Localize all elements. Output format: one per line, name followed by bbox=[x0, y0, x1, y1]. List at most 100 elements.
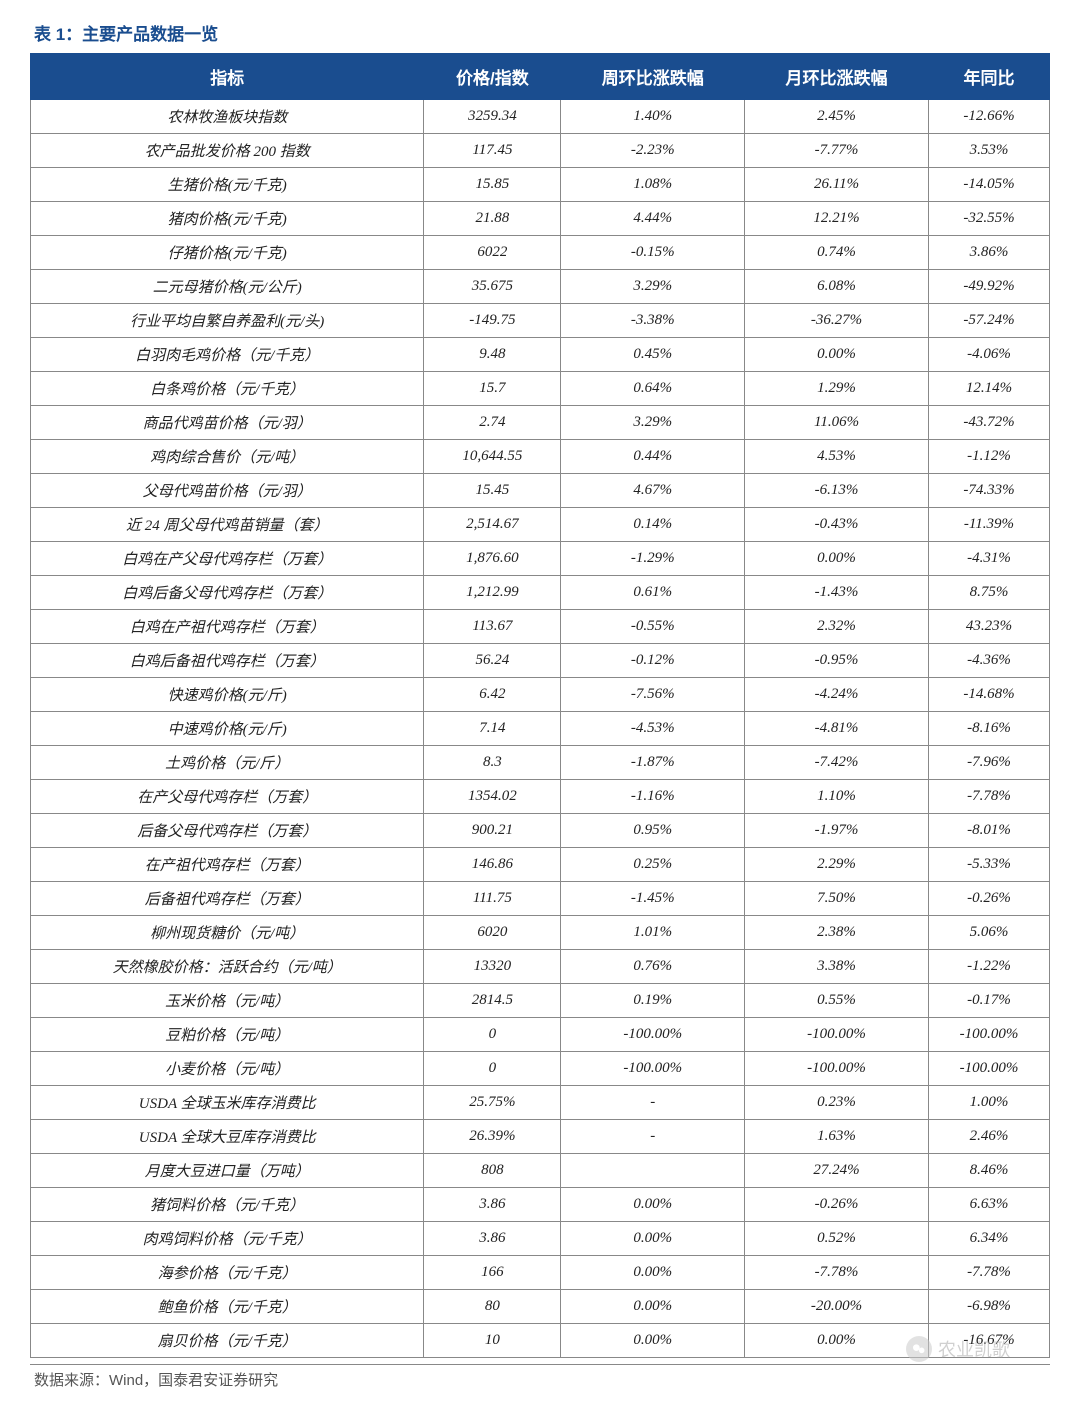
table-cell: -0.43% bbox=[745, 508, 929, 542]
table-cell: -1.12% bbox=[928, 440, 1049, 474]
table-cell: -49.92% bbox=[928, 270, 1049, 304]
table-cell: -1.43% bbox=[745, 576, 929, 610]
table-cell: 肉鸡饲料价格（元/千克） bbox=[31, 1222, 424, 1256]
product-data-table: 指标 价格/指数 周环比涨跌幅 月环比涨跌幅 年同比 农林牧渔板块指数3259.… bbox=[30, 53, 1050, 1358]
table-cell: -6.13% bbox=[745, 474, 929, 508]
table-row: 鲍鱼价格（元/千克）800.00%-20.00%-6.98% bbox=[31, 1290, 1050, 1324]
table-row: 猪肉价格(元/千克)21.884.44%12.21%-32.55% bbox=[31, 202, 1050, 236]
table-cell: 小麦价格（元/吨） bbox=[31, 1052, 424, 1086]
table-cell: 二元母猪价格(元/公斤) bbox=[31, 270, 424, 304]
table-cell: -1.97% bbox=[745, 814, 929, 848]
table-cell: 3.38% bbox=[745, 950, 929, 984]
table-cell: 6022 bbox=[424, 236, 561, 270]
table-cell: -1.29% bbox=[561, 542, 745, 576]
table-cell: 生猪价格(元/千克) bbox=[31, 168, 424, 202]
table-cell: 5.06% bbox=[928, 916, 1049, 950]
table-cell: 扇贝价格（元/千克） bbox=[31, 1324, 424, 1358]
table-title: 表 1：主要产品数据一览 bbox=[30, 20, 1050, 45]
table-cell: -4.06% bbox=[928, 338, 1049, 372]
table-cell: 月度大豆进口量（万吨） bbox=[31, 1154, 424, 1188]
table-cell: 2.46% bbox=[928, 1120, 1049, 1154]
table-cell: 6020 bbox=[424, 916, 561, 950]
table-cell: 9.48 bbox=[424, 338, 561, 372]
table-cell: 808 bbox=[424, 1154, 561, 1188]
table-cell: 4.44% bbox=[561, 202, 745, 236]
table-header-row: 指标 价格/指数 周环比涨跌幅 月环比涨跌幅 年同比 bbox=[31, 54, 1050, 100]
table-cell: 6.08% bbox=[745, 270, 929, 304]
table-row: 土鸡价格（元/斤）8.3-1.87%-7.42%-7.96% bbox=[31, 746, 1050, 780]
table-cell: -8.01% bbox=[928, 814, 1049, 848]
table-cell: 1,876.60 bbox=[424, 542, 561, 576]
table-cell: 2.38% bbox=[745, 916, 929, 950]
table-cell: 猪肉价格(元/千克) bbox=[31, 202, 424, 236]
table-cell: -1.16% bbox=[561, 780, 745, 814]
table-cell: 1,212.99 bbox=[424, 576, 561, 610]
table-cell: -0.12% bbox=[561, 644, 745, 678]
table-cell: 3.53% bbox=[928, 134, 1049, 168]
table-row: 在产祖代鸡存栏（万套）146.860.25%2.29%-5.33% bbox=[31, 848, 1050, 882]
table-cell: 117.45 bbox=[424, 134, 561, 168]
table-row: 白鸡在产父母代鸡存栏（万套）1,876.60-1.29%0.00%-4.31% bbox=[31, 542, 1050, 576]
table-cell: 2.29% bbox=[745, 848, 929, 882]
table-cell: 6.42 bbox=[424, 678, 561, 712]
table-cell: 15.45 bbox=[424, 474, 561, 508]
table-cell: 0.00% bbox=[561, 1290, 745, 1324]
table-cell: 0.76% bbox=[561, 950, 745, 984]
table-cell: 0 bbox=[424, 1052, 561, 1086]
table-cell: 0.00% bbox=[561, 1256, 745, 1290]
table-cell: -3.38% bbox=[561, 304, 745, 338]
table-cell: 白羽肉毛鸡价格（元/千克） bbox=[31, 338, 424, 372]
table-cell: 快速鸡价格(元/斤) bbox=[31, 678, 424, 712]
table-cell: 0.52% bbox=[745, 1222, 929, 1256]
table-row: 中速鸡价格(元/斤)7.14-4.53%-4.81%-8.16% bbox=[31, 712, 1050, 746]
table-cell: -2.23% bbox=[561, 134, 745, 168]
table-cell: 10 bbox=[424, 1324, 561, 1358]
watermark: 农业凯歌 bbox=[906, 1336, 1010, 1362]
table-cell: -149.75 bbox=[424, 304, 561, 338]
table-row: 月度大豆进口量（万吨）80827.24%8.46% bbox=[31, 1154, 1050, 1188]
table-cell: 1.63% bbox=[745, 1120, 929, 1154]
table-cell: -0.26% bbox=[745, 1188, 929, 1222]
table-cell: USDA 全球大豆库存消费比 bbox=[31, 1120, 424, 1154]
table-cell: 0.14% bbox=[561, 508, 745, 542]
table-cell: -43.72% bbox=[928, 406, 1049, 440]
table-row: 后备祖代鸡存栏（万套）111.75-1.45%7.50%-0.26% bbox=[31, 882, 1050, 916]
table-cell: 白条鸡价格（元/千克） bbox=[31, 372, 424, 406]
table-cell: 行业平均自繁自养盈利(元/头) bbox=[31, 304, 424, 338]
table-cell: -7.96% bbox=[928, 746, 1049, 780]
table-cell: 8.3 bbox=[424, 746, 561, 780]
table-row: 玉米价格（元/吨）2814.50.19%0.55%-0.17% bbox=[31, 984, 1050, 1018]
table-row: 快速鸡价格(元/斤)6.42-7.56%-4.24%-14.68% bbox=[31, 678, 1050, 712]
table-row: 农林牧渔板块指数3259.341.40%2.45%-12.66% bbox=[31, 100, 1050, 134]
table-row: 豆粕价格（元/吨）0-100.00%-100.00%-100.00% bbox=[31, 1018, 1050, 1052]
table-cell: -6.98% bbox=[928, 1290, 1049, 1324]
table-cell: -100.00% bbox=[928, 1052, 1049, 1086]
table-cell: 12.21% bbox=[745, 202, 929, 236]
table-row: 柳州现货糖价（元/吨）60201.01%2.38%5.06% bbox=[31, 916, 1050, 950]
table-cell: 3.29% bbox=[561, 270, 745, 304]
table-cell bbox=[561, 1154, 745, 1188]
table-cell: 1.08% bbox=[561, 168, 745, 202]
table-cell: 111.75 bbox=[424, 882, 561, 916]
table-cell: 1.10% bbox=[745, 780, 929, 814]
table-row: 农产品批发价格 200 指数117.45-2.23%-7.77%3.53% bbox=[31, 134, 1050, 168]
table-cell: 6.34% bbox=[928, 1222, 1049, 1256]
table-cell: -7.42% bbox=[745, 746, 929, 780]
table-cell: 3.86 bbox=[424, 1222, 561, 1256]
table-cell: 玉米价格（元/吨） bbox=[31, 984, 424, 1018]
table-cell: 0.95% bbox=[561, 814, 745, 848]
table-cell: -0.26% bbox=[928, 882, 1049, 916]
table-cell: 海参价格（元/千克） bbox=[31, 1256, 424, 1290]
table-cell: -36.27% bbox=[745, 304, 929, 338]
table-cell: 0.00% bbox=[745, 542, 929, 576]
table-row: 商品代鸡苗价格（元/羽）2.743.29%11.06%-43.72% bbox=[31, 406, 1050, 440]
table-cell: 鲍鱼价格（元/千克） bbox=[31, 1290, 424, 1324]
watermark-text: 农业凯歌 bbox=[938, 1336, 1010, 1362]
table-cell: -57.24% bbox=[928, 304, 1049, 338]
table-cell: -1.22% bbox=[928, 950, 1049, 984]
table-row: 近 24 周父母代鸡苗销量（套）2,514.670.14%-0.43%-11.3… bbox=[31, 508, 1050, 542]
table-cell: 白鸡后备父母代鸡存栏（万套） bbox=[31, 576, 424, 610]
document-container: 表 1：主要产品数据一览 指标 价格/指数 周环比涨跌幅 月环比涨跌幅 年同比 … bbox=[30, 20, 1050, 1390]
table-cell: - bbox=[561, 1120, 745, 1154]
table-cell: 27.24% bbox=[745, 1154, 929, 1188]
